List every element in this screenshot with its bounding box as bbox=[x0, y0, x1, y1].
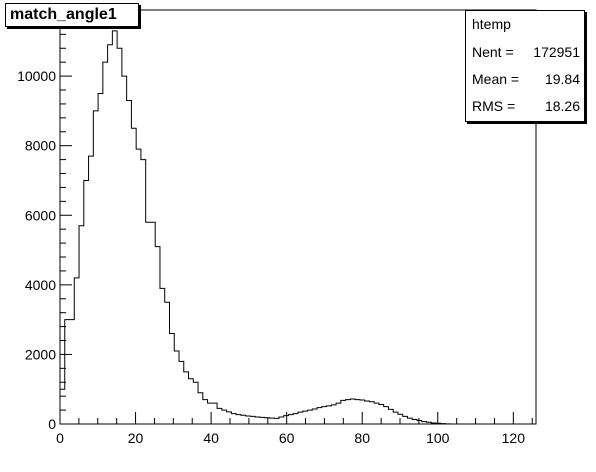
plot-frame bbox=[59, 9, 537, 425]
stats-name: htemp bbox=[472, 16, 511, 32]
histogram-series bbox=[59, 30, 536, 425]
y-tick-label: 6000 bbox=[25, 207, 56, 223]
stats-entries-value: 172951 bbox=[533, 44, 580, 60]
x-tick-label: 120 bbox=[502, 430, 526, 446]
x-tick-label: 0 bbox=[56, 430, 64, 446]
x-tick-label: 60 bbox=[279, 430, 295, 446]
stats-mean-value: 19.84 bbox=[544, 71, 580, 87]
axis-ticks: 0 20 40 60 80 100 120 0 2000 4000 6000 8000 10000 bbox=[17, 19, 533, 446]
y-tick-label: 8000 bbox=[25, 138, 56, 154]
y-tick-label: 0 bbox=[48, 416, 56, 432]
stats-mean-label: Mean = bbox=[472, 71, 520, 87]
stats-box: htemp Nent = 172951 Mean = 19.84 RMS = 1… bbox=[465, 10, 585, 122]
y-tick-label: 10000 bbox=[17, 68, 56, 84]
x-tick-label: 80 bbox=[354, 430, 370, 446]
stats-rms-value: 18.26 bbox=[544, 98, 580, 114]
x-tick-label: 40 bbox=[203, 430, 219, 446]
stats-entries-label: Nent = bbox=[472, 44, 514, 60]
stats-rms-label: RMS = bbox=[472, 98, 516, 114]
y-tick-label: 2000 bbox=[25, 346, 56, 362]
axes bbox=[59, 9, 537, 425]
y-tick-label: 4000 bbox=[25, 277, 56, 293]
x-tick-label: 20 bbox=[128, 430, 144, 446]
histogram-title: match_angle1 bbox=[5, 3, 139, 27]
x-tick-label: 100 bbox=[426, 430, 450, 446]
